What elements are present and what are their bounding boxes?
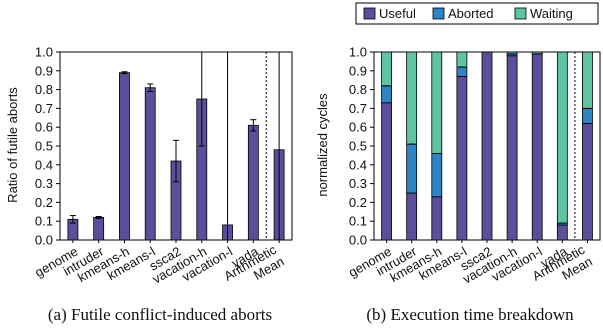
legend-label-waiting: Waiting bbox=[530, 6, 573, 21]
y-tick-label: 0.3 bbox=[349, 176, 367, 191]
y-tick-label: 0.2 bbox=[349, 195, 367, 210]
y-tick-label: 0.8 bbox=[349, 82, 367, 97]
y-tick-label: 0.6 bbox=[349, 120, 367, 135]
y-tick-label: 0.5 bbox=[349, 139, 367, 154]
bar-segment-waiting bbox=[381, 51, 392, 87]
chart-futile-aborts: Ratio of futile aborts 0.0 0.1 0.2 0.3 0.4 0.… bbox=[5, 45, 293, 324]
y-tick-label: 0.8 bbox=[35, 82, 53, 97]
bar-segment-useful bbox=[531, 53, 543, 241]
bar-kmeans-l bbox=[144, 87, 156, 241]
bar-segment-aborted bbox=[431, 153, 443, 198]
y-tick-label: 0.9 bbox=[35, 63, 53, 78]
y-axis-label-a: Ratio of futile aborts bbox=[5, 87, 20, 203]
bar-segment-useful bbox=[381, 102, 392, 241]
caption-b: (b) Execution time breakdown bbox=[366, 305, 574, 324]
legend-box bbox=[355, 2, 599, 25]
bar-segment-useful bbox=[406, 192, 418, 241]
bar-segment-waiting bbox=[456, 51, 468, 68]
bar-segment-useful bbox=[556, 224, 568, 241]
y-tick-label: 0.4 bbox=[349, 157, 367, 172]
y-tick-label: 0.6 bbox=[35, 120, 53, 135]
y-tick-label: 0.2 bbox=[35, 195, 53, 210]
y-tick-label: 0.9 bbox=[349, 63, 367, 78]
legend-swatch-useful bbox=[363, 7, 376, 20]
caption-a: (a) Futile conflict-induced aborts bbox=[48, 305, 272, 324]
bar-segment-waiting bbox=[431, 51, 443, 154]
bar-segment-useful bbox=[431, 196, 443, 241]
y-tick-label: 0.1 bbox=[349, 214, 367, 229]
legend-swatch-aborted bbox=[432, 7, 445, 20]
legend: Useful Aborted Waiting bbox=[355, 2, 599, 25]
bar-segment-aborted bbox=[456, 66, 468, 77]
bar-segment-aborted bbox=[381, 85, 392, 104]
bar-segment-waiting bbox=[556, 51, 568, 224]
y-tick-label: 0.3 bbox=[35, 176, 53, 191]
legend-label-aborted: Aborted bbox=[448, 6, 494, 21]
y-axis-label-b: normalized cycles bbox=[315, 93, 330, 197]
bar-segment-useful bbox=[506, 55, 518, 241]
legend-swatch-waiting bbox=[514, 7, 527, 20]
bar-intruder bbox=[93, 217, 105, 241]
bar-segment-useful bbox=[582, 123, 593, 241]
y-tick-label: 1.0 bbox=[35, 45, 53, 60]
y-tick-label: 0.1 bbox=[35, 214, 53, 229]
legend-label-useful: Useful bbox=[379, 6, 416, 21]
bar-segment-useful bbox=[481, 51, 493, 241]
bar-segment-aborted bbox=[406, 143, 418, 194]
y-tick-label: 0.7 bbox=[349, 101, 367, 116]
chart-execution-breakdown: normalized cycles 0.0 0.1 0.2 0.3 0.4 0.5 0.6 0… bbox=[315, 45, 601, 324]
y-tick-label: 0.4 bbox=[35, 157, 53, 172]
bar-segment-useful bbox=[456, 76, 468, 241]
y-tick-label: 0.0 bbox=[35, 233, 53, 248]
bar-segment-waiting bbox=[406, 51, 418, 145]
bar-segment-waiting bbox=[582, 51, 593, 109]
bar-kmeans-h bbox=[119, 72, 130, 241]
bar-yada bbox=[247, 124, 259, 241]
y-tick-label: 0.5 bbox=[35, 139, 53, 154]
y-tick-label: 1.0 bbox=[349, 45, 367, 60]
y-tick-label: 0.7 bbox=[35, 101, 53, 116]
y-tick-label: 0.0 bbox=[349, 233, 367, 248]
bar-segment-aborted bbox=[582, 108, 593, 124]
